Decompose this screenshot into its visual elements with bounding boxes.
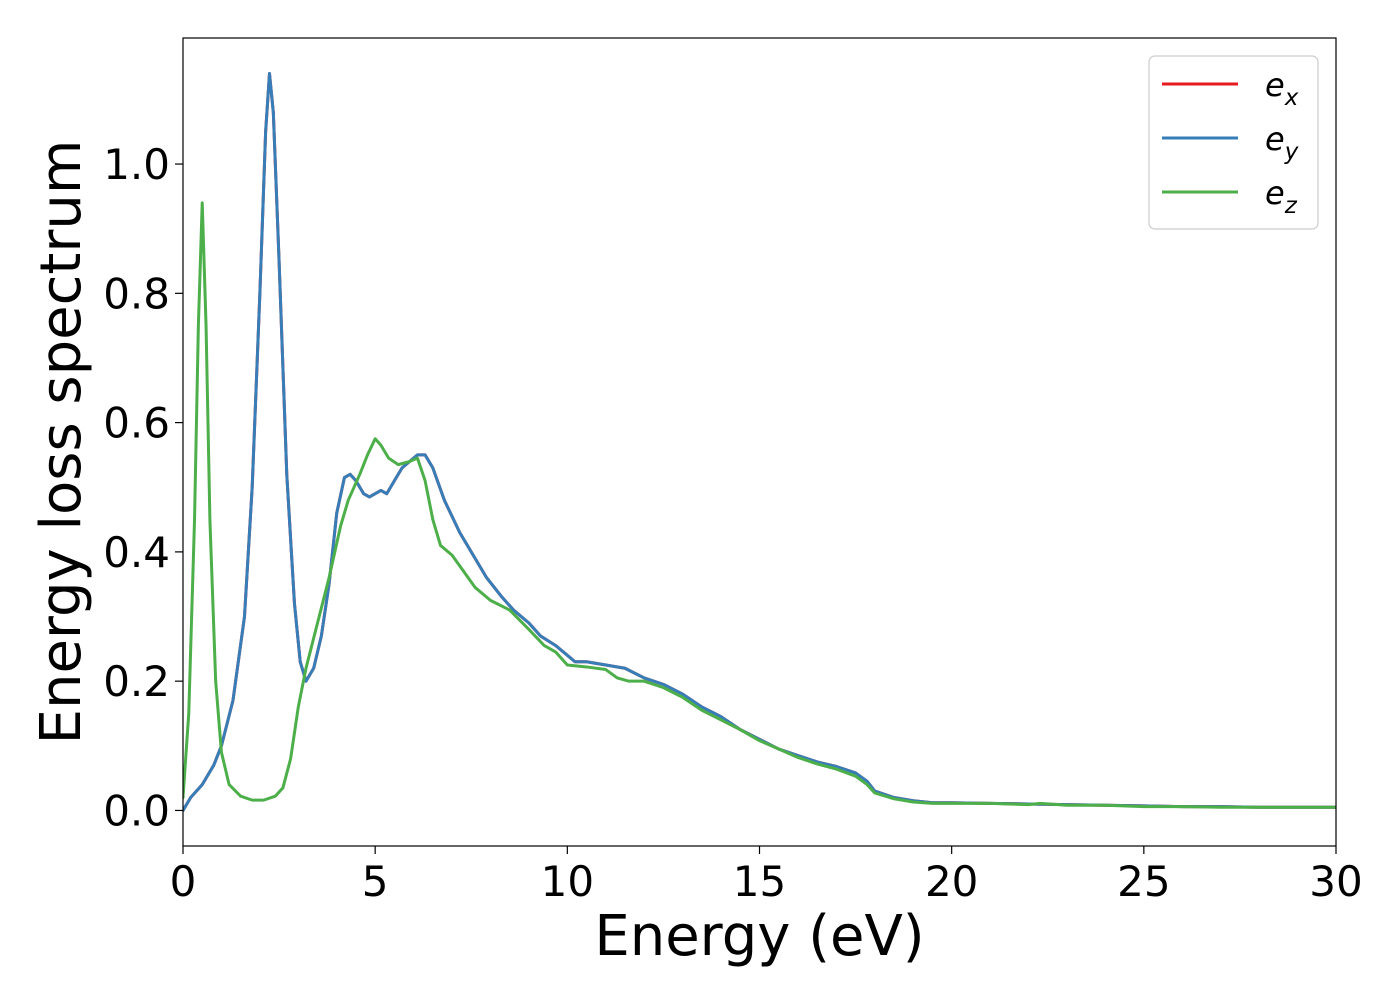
x-tick-label: 5 <box>362 857 389 906</box>
legend-entry-z: ez <box>1162 174 1298 219</box>
x-axis-title: Energy (eV) <box>594 904 924 969</box>
series-layer <box>183 72 1336 812</box>
y-tick-label: 0.4 <box>103 528 170 577</box>
y-tick-label: 0.8 <box>103 269 170 318</box>
legend-label-base: e <box>1265 174 1285 212</box>
y-axis-title: Energy loss spectrum <box>29 140 94 745</box>
series-line-z <box>183 201 1336 809</box>
y-axis-ticks: 0.0 0.2 0.4 0.6 0.8 1.0 <box>103 140 183 835</box>
x-tick-label: 0 <box>170 857 197 906</box>
legend-label-y: ey <box>1265 120 1299 165</box>
y-tick-label: 1.0 <box>103 140 170 189</box>
legend-box <box>1148 55 1319 230</box>
legend-label-subscript: z <box>1284 193 1298 219</box>
x-tick-label: 10 <box>541 857 594 906</box>
legend-label-subscript: y <box>1284 139 1299 165</box>
y-tick-label: 0.6 <box>103 399 170 448</box>
legend-label-x: ex <box>1265 66 1299 111</box>
y-tick-label: 0.2 <box>103 657 170 706</box>
x-tick-label: 20 <box>925 857 978 906</box>
x-axis-ticks: 0 5 10 15 20 25 30 <box>170 846 1363 906</box>
legend-label-base: e <box>1265 66 1285 104</box>
y-tick-label: 0.0 <box>103 786 170 835</box>
legend-entry-x: ex <box>1162 66 1299 111</box>
x-tick-label: 30 <box>1309 857 1362 906</box>
x-tick-label: 25 <box>1117 857 1170 906</box>
legend-label-subscript: x <box>1284 85 1299 111</box>
legend-entry-y: ey <box>1162 120 1299 165</box>
legend-label-base: e <box>1265 120 1285 158</box>
legend-label-z: ez <box>1265 174 1298 219</box>
x-tick-label: 15 <box>733 857 786 906</box>
